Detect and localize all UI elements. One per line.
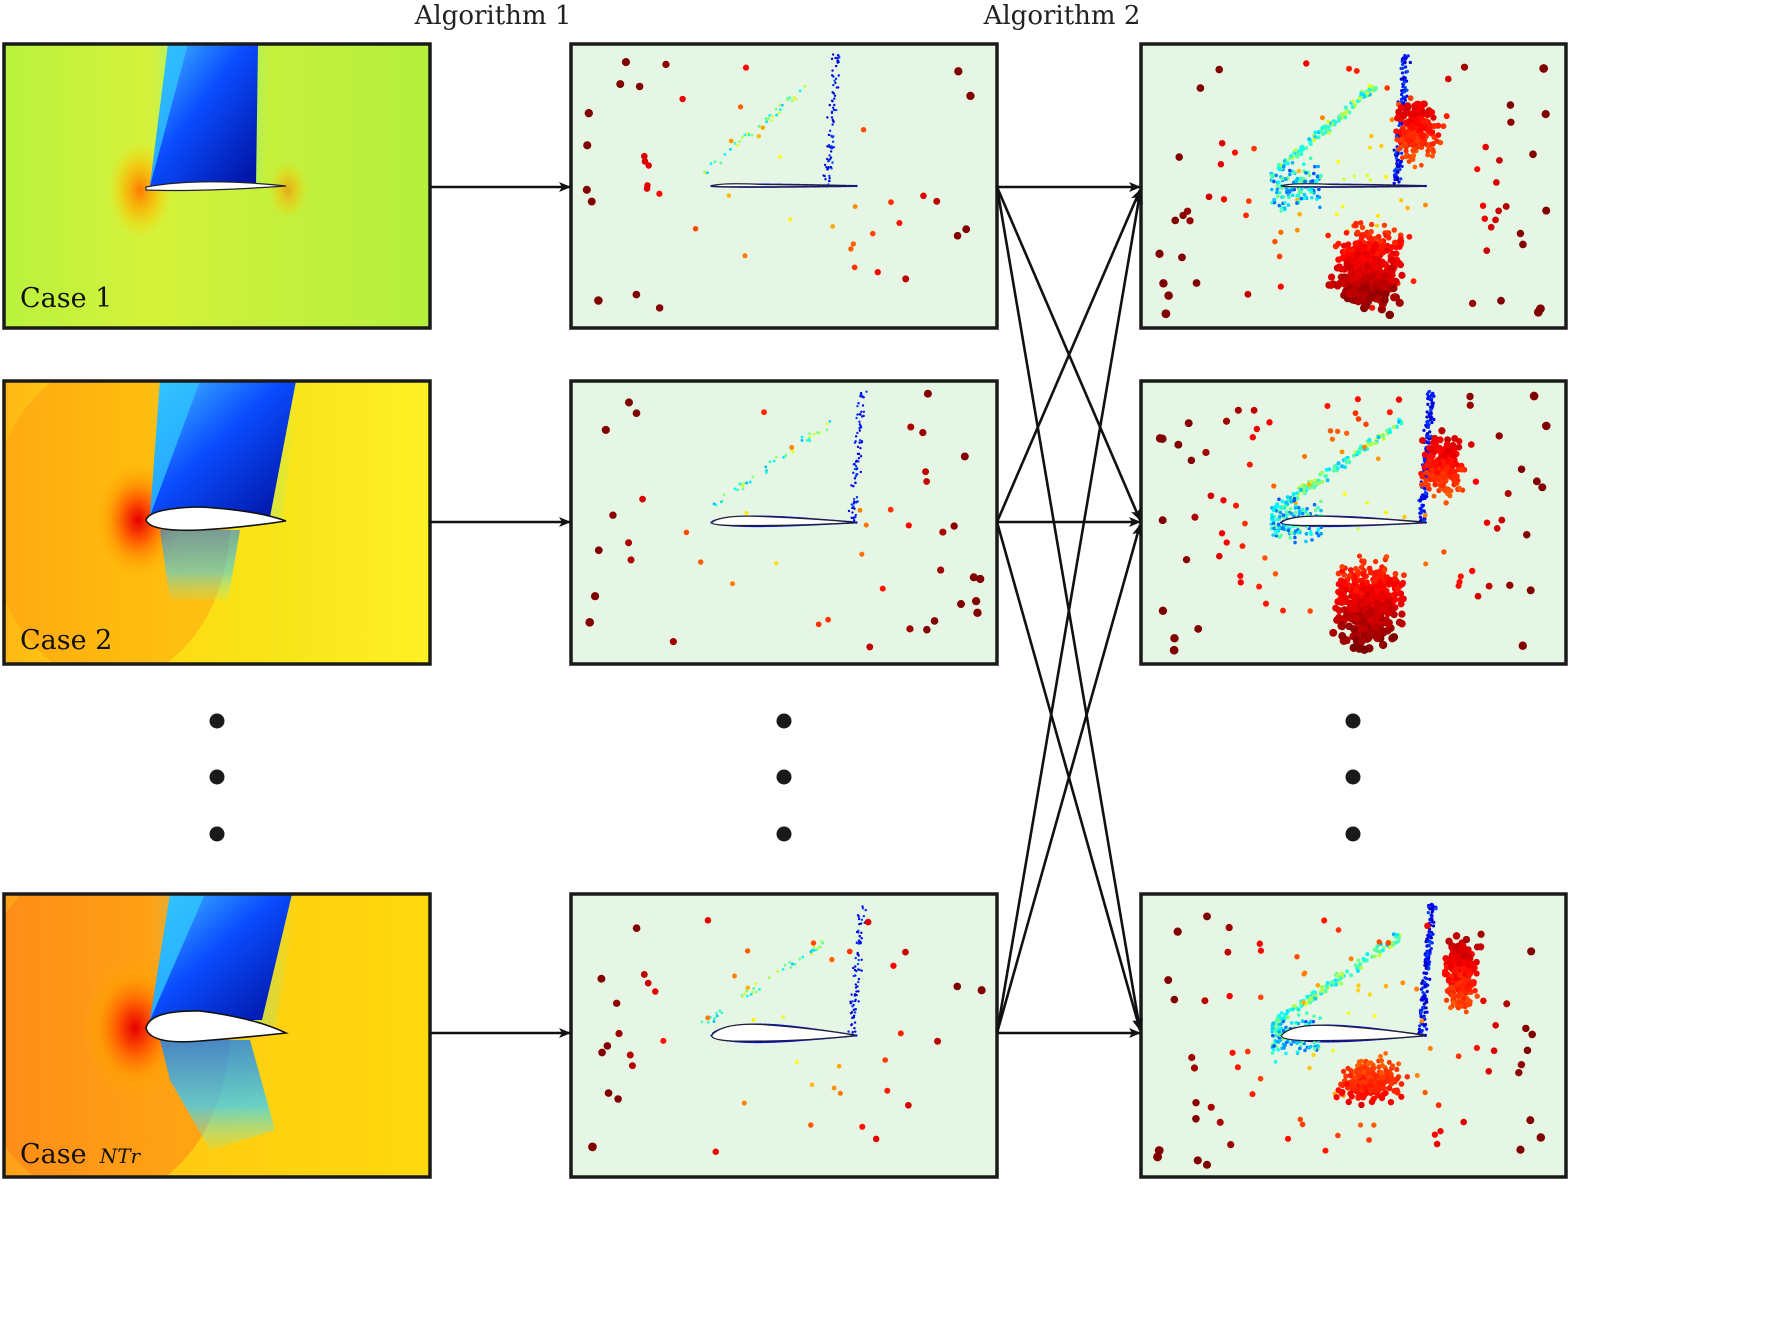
panel-frame-c3-r1 bbox=[1139, 42, 1568, 330]
arrow-r3-to-r1 bbox=[995, 192, 1144, 1034]
flow-field-panel-case-1 bbox=[4, 44, 430, 328]
arrow-r3-to-r2 bbox=[995, 524, 1142, 1034]
algorithm-2-label: Algorithm 2 bbox=[983, 1, 1141, 31]
panel-frame-c3-r2 bbox=[1139, 379, 1568, 666]
flow-field-panel-case-ntr bbox=[4, 894, 430, 1177]
point-cloud-layer bbox=[571, 44, 1566, 1177]
case-1-label: Case 1 bbox=[20, 283, 112, 314]
point-panel-1 bbox=[571, 44, 997, 328]
point-panel-5 bbox=[1141, 381, 1566, 664]
point-panel-2 bbox=[571, 381, 997, 664]
point-panel-4 bbox=[1141, 44, 1566, 328]
panel-frame-c3-r3 bbox=[1139, 892, 1568, 1179]
panel-frame-c2-r3 bbox=[569, 892, 999, 1179]
point-panel-6 bbox=[1141, 894, 1566, 1177]
algorithm-1-label: Algorithm 1 bbox=[414, 1, 572, 31]
flow-field-panel-case-2 bbox=[4, 381, 430, 664]
panel-frame-c1-r3 bbox=[2, 892, 432, 1179]
algorithm-2-connections bbox=[995, 182, 1144, 1038]
case-ntr-label: Case NTr bbox=[20, 1139, 142, 1170]
point-panel-3 bbox=[571, 894, 997, 1177]
arrow-r2-to-r1 bbox=[995, 189, 1142, 523]
case-2-label: Case 2 bbox=[20, 625, 112, 656]
vertical-dots-icon bbox=[209, 713, 1361, 842]
